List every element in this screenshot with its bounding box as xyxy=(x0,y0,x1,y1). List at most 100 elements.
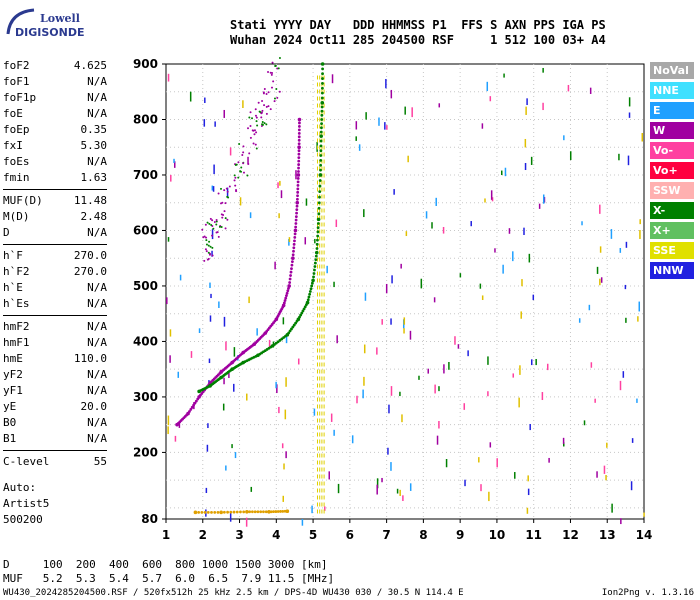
trace-point xyxy=(285,291,289,295)
multihop-point xyxy=(223,210,226,213)
multihop-point xyxy=(261,100,264,103)
noise-point xyxy=(285,336,288,344)
trace-point xyxy=(298,315,301,319)
trace-point xyxy=(314,258,318,261)
noise-point xyxy=(411,107,413,118)
param-value: N/A xyxy=(87,107,107,120)
trace-point xyxy=(297,163,301,166)
noise-point xyxy=(336,335,338,344)
noise-point xyxy=(443,364,445,374)
noise-point xyxy=(276,384,278,394)
noise-point xyxy=(403,328,405,334)
noise-point xyxy=(211,185,214,191)
param-name: D xyxy=(3,226,10,239)
noise-point xyxy=(376,478,379,489)
noise-point xyxy=(337,483,340,494)
trace-point xyxy=(321,77,324,80)
multihop-point xyxy=(249,125,252,128)
trace-point xyxy=(256,510,260,514)
noise-point xyxy=(520,311,522,319)
noise-point xyxy=(376,484,378,495)
noise-point xyxy=(390,89,393,99)
param-name: hmF1 xyxy=(3,336,30,349)
multihop-point xyxy=(204,223,207,226)
param-value: 270.0 xyxy=(73,249,107,262)
auto-program: Artist5 xyxy=(3,497,50,510)
param-name: foEp xyxy=(3,123,30,136)
noise-point xyxy=(548,457,550,463)
multihop-point xyxy=(278,57,281,60)
trace-point xyxy=(274,510,278,513)
trace-point xyxy=(251,510,254,514)
file-info-footer: WU430_2024285204500.RSF / 520fx512h 25 k… xyxy=(3,588,464,598)
trace-point xyxy=(269,510,273,514)
noise-point xyxy=(479,283,482,289)
noise-point xyxy=(622,371,625,378)
trace-point xyxy=(313,265,317,268)
trace-point xyxy=(226,510,229,514)
noise-point xyxy=(496,458,498,468)
noise-point xyxy=(599,278,601,286)
param-name: M(D) xyxy=(3,210,30,223)
digisonde-logo: Lowell DIGISONDE xyxy=(4,6,84,39)
trace-point xyxy=(319,134,323,138)
param-value: N/A xyxy=(87,226,107,239)
trace-point xyxy=(297,128,301,132)
noise-point xyxy=(624,284,627,290)
noise-point xyxy=(459,273,462,278)
y-tick-label: 500 xyxy=(133,279,158,293)
noise-point xyxy=(283,463,285,470)
noise-point xyxy=(390,318,392,325)
param-name: foEs xyxy=(3,155,30,168)
trace-point xyxy=(197,510,201,514)
trace-point xyxy=(296,180,300,184)
noise-point xyxy=(278,406,280,414)
param-name: C-level xyxy=(3,455,50,468)
trace-point xyxy=(301,309,305,313)
multihop-point xyxy=(221,201,224,204)
noise-point xyxy=(234,452,237,459)
noise-point xyxy=(494,248,496,253)
trace-point xyxy=(297,166,300,170)
noise-point xyxy=(610,229,613,239)
trace-point xyxy=(320,105,324,109)
trace-point xyxy=(311,278,315,283)
logo-line1: Lowell xyxy=(40,12,80,25)
noise-point xyxy=(275,381,277,389)
multihop-point xyxy=(208,222,211,225)
trace-point xyxy=(305,300,310,305)
trace-point xyxy=(189,408,193,411)
noise-point xyxy=(599,204,601,214)
noise-point xyxy=(524,138,527,148)
ionogram-header: Stati YYYY DAY DDD HHMMSS P1 FFS S AXN P… xyxy=(230,18,606,48)
noise-point xyxy=(209,282,211,289)
param-name: MUF(D) xyxy=(3,194,43,207)
x-tick-label: 3 xyxy=(235,528,243,542)
trace-point xyxy=(319,139,323,143)
noise-point xyxy=(326,265,328,274)
trace-point xyxy=(297,145,301,150)
noise-point xyxy=(388,404,390,414)
trace-point xyxy=(296,187,300,191)
noise-point xyxy=(501,170,503,176)
multihop-point xyxy=(207,257,210,260)
trace-point xyxy=(316,230,320,234)
multihop-point xyxy=(278,90,281,93)
multihop-point xyxy=(212,227,215,230)
trace-point xyxy=(297,159,301,163)
multihop-point xyxy=(255,116,258,119)
multihop-point xyxy=(277,67,280,70)
noise-point xyxy=(223,109,225,118)
noise-point xyxy=(239,197,242,206)
noise-point xyxy=(596,471,598,478)
legend-item: X+ xyxy=(650,222,694,239)
param-row: yE 20.0 xyxy=(3,399,107,415)
noise-point xyxy=(305,198,308,206)
noise-point xyxy=(448,361,450,370)
param-row: foF1 N/A xyxy=(3,74,107,90)
muf-table-distances: D 100 200 400 600 800 1000 1500 3000 [km… xyxy=(3,558,328,571)
ionogram-chart: 1 2 3 4 5 6 7 8 9 10 11 12 13 14802003004005006007008… xyxy=(133,57,652,542)
param-value: 55 xyxy=(93,455,107,468)
noise-point xyxy=(391,275,393,284)
noise-point xyxy=(467,350,469,357)
